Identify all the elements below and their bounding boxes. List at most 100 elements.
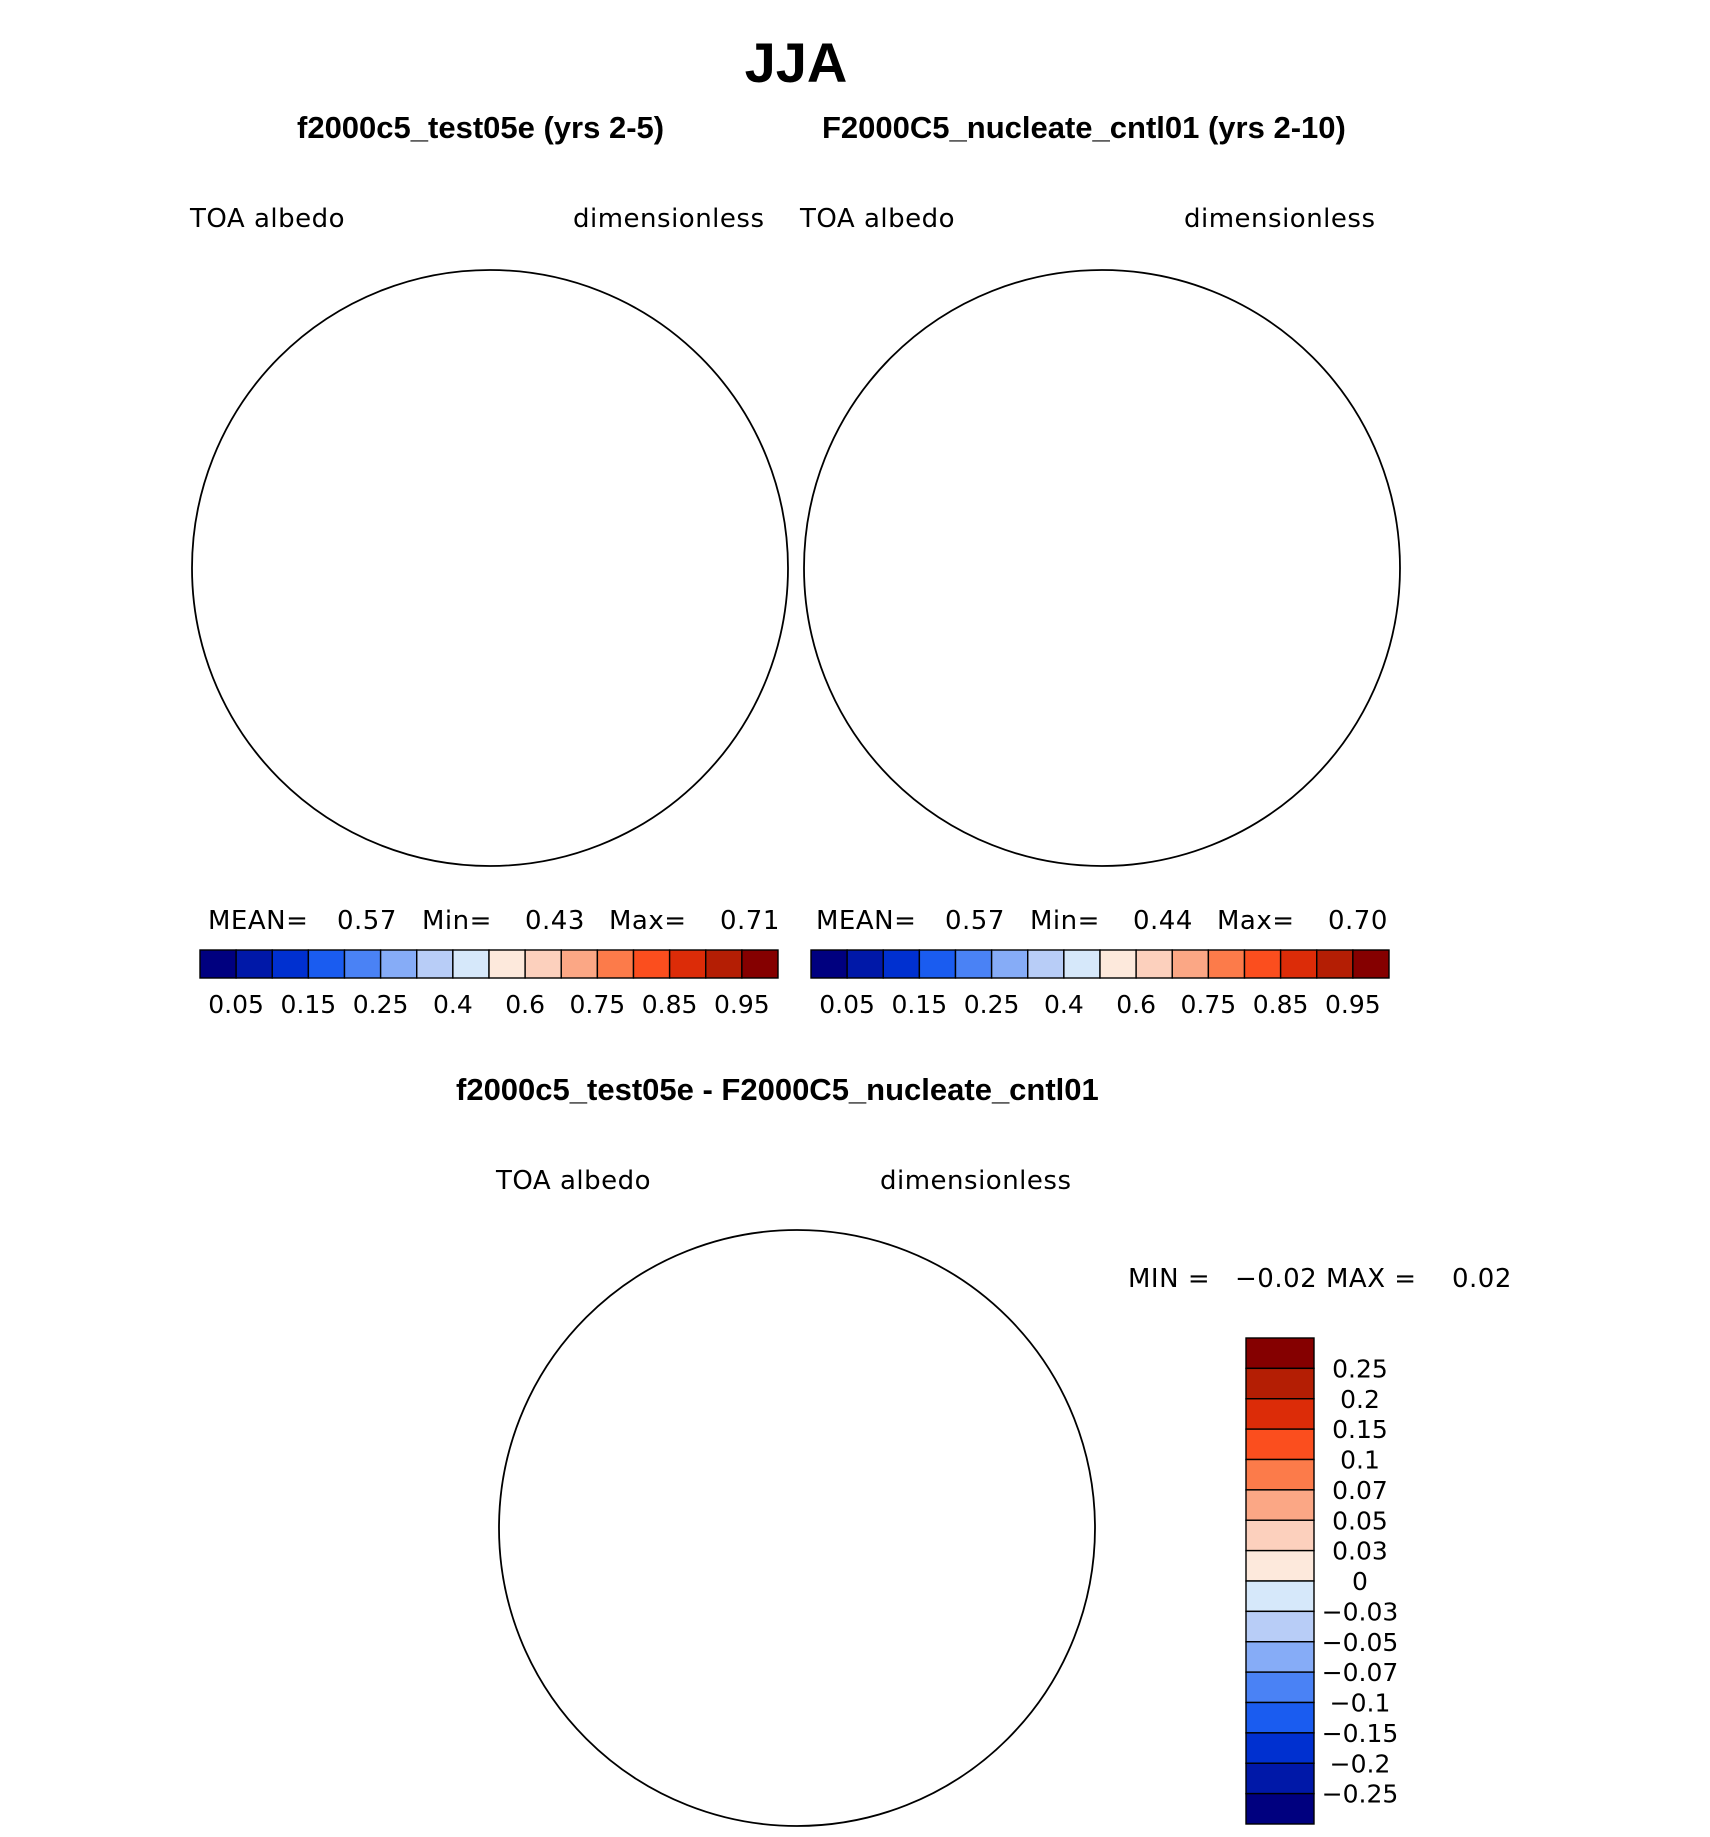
panel-2-band-mid xyxy=(844,323,1351,801)
panel-2-map-border xyxy=(803,269,1401,867)
panel-1-colorbar-label: 0.85 xyxy=(642,990,698,1019)
difference-colorbar-label: −0.03 xyxy=(1322,1597,1399,1626)
panel-1-ocean xyxy=(682,838,790,868)
panel-1-mean-label: MEAN= xyxy=(208,906,309,936)
difference-colorbar-label: 0.1 xyxy=(1340,1446,1380,1475)
panel-2-colorbar-label: 0.95 xyxy=(1325,990,1381,1019)
panel-1-peak-east xyxy=(598,448,642,490)
panel-2-colorbar-label: 0.15 xyxy=(892,990,948,1019)
difference-colorbar-label: 0.25 xyxy=(1332,1354,1388,1383)
panel-2-title: F2000C5_nucleate_cntl01 (yrs 2-10) xyxy=(822,110,1346,145)
difference-patch-north xyxy=(699,1353,984,1475)
difference-map-border xyxy=(498,1229,1096,1827)
panel-2-pole-ring xyxy=(1010,476,1194,660)
panel-1-colorbar-swatch xyxy=(199,949,237,979)
difference-colorbar-swatch xyxy=(1245,1519,1315,1552)
difference-colorbar-swatch xyxy=(1245,1792,1315,1825)
panel-2-colorbar-swatch xyxy=(1171,949,1210,979)
panel-2-band-light xyxy=(821,298,1373,829)
difference-colorbar-label: −0.15 xyxy=(1322,1719,1399,1748)
panel-1-coastline xyxy=(230,334,696,789)
difference-max-value: 0.02 xyxy=(1452,1264,1512,1294)
difference-colorbar-label: 0.15 xyxy=(1332,1415,1388,1444)
panel-1-colorbar-swatch xyxy=(524,949,562,979)
difference-patch-se xyxy=(977,1645,1075,1761)
difference-colorbar-swatch xyxy=(1245,1337,1315,1370)
panel-1-colorbar-label: 0.75 xyxy=(570,990,626,1019)
panel-1-peak-coast xyxy=(644,563,662,598)
difference-colorbar-swatch xyxy=(1245,1671,1315,1704)
panel-1-colorbar-swatch xyxy=(668,949,707,979)
difference-colorbar-swatch xyxy=(1245,1580,1315,1613)
panel-2-colorbar-label: 0.75 xyxy=(1181,990,1237,1019)
panel-1-colorbar-swatch xyxy=(235,949,273,979)
panel-1-min-value: 0.43 xyxy=(525,906,585,936)
panel-1-variable: TOA albedo xyxy=(190,204,346,234)
difference-patch-nw xyxy=(529,1272,852,1515)
difference-colorbar-label: 0.07 xyxy=(1332,1476,1388,1505)
difference-colorbar-label: −0.25 xyxy=(1322,1780,1399,1809)
panel-2-peak-east xyxy=(1212,450,1244,478)
panel-1-colorbar-swatch xyxy=(379,949,418,979)
panel-2-colorbar-swatch xyxy=(954,949,993,979)
panel-1-colorbar-swatch xyxy=(596,949,635,979)
panel-1-colorbar-swatch xyxy=(632,949,671,979)
panel-2-map xyxy=(802,268,1402,868)
difference-min-label: MIN = xyxy=(1128,1264,1211,1294)
panel-1-mean-value: 0.57 xyxy=(337,906,397,936)
difference-patch-sw xyxy=(527,1662,697,1796)
panel-2-colorbar-label: 0.4 xyxy=(1044,990,1084,1019)
panel-1-max-label: Max= xyxy=(609,906,687,936)
panel-2-colorbar-swatch xyxy=(990,949,1029,979)
panel-1-colorbar-label: 0.25 xyxy=(353,990,409,1019)
difference-variable: TOA albedo xyxy=(496,1166,652,1196)
panel-1-pole-ring xyxy=(398,476,582,660)
difference-colorbar-label: −0.07 xyxy=(1322,1658,1399,1687)
panel-2-ocean xyxy=(802,268,1402,868)
panel-2-colorbar-swatch xyxy=(918,949,957,979)
panel-2-variable: TOA albedo xyxy=(800,204,956,234)
difference-colorbar-swatch xyxy=(1245,1428,1315,1461)
panel-1-colorbar-swatch xyxy=(488,949,526,979)
panel-1-colorbar-label: 0.05 xyxy=(208,990,264,1019)
panel-2-mean-label: MEAN= xyxy=(816,906,917,936)
difference-patch-center-west xyxy=(662,1510,749,1602)
difference-patch-south xyxy=(696,1687,981,1789)
difference-colorbar-label: −0.05 xyxy=(1322,1628,1399,1657)
panel-1-band-light xyxy=(209,298,761,829)
difference-colorbar-swatch xyxy=(1245,1762,1315,1795)
difference-colorbar-label: −0.1 xyxy=(1330,1689,1391,1718)
panel-2-max-value: 0.70 xyxy=(1328,906,1388,936)
panel-1-band-mid xyxy=(232,323,739,801)
panel-2-colorbar-swatch xyxy=(1027,949,1065,979)
difference-colorbar-swatch xyxy=(1245,1701,1315,1734)
difference-min-value: −0.02 xyxy=(1235,1264,1318,1294)
difference-colorbar-label: −0.2 xyxy=(1330,1749,1391,1778)
difference-colorbar-swatch xyxy=(1245,1367,1315,1400)
panel-1-colorbar-label: 0.15 xyxy=(281,990,337,1019)
difference-colorbar-swatch xyxy=(1245,1398,1315,1430)
difference-ocean xyxy=(497,1228,1097,1828)
difference-colorbar-swatch xyxy=(1245,1610,1315,1643)
panel-1-colorbar-swatch xyxy=(741,949,779,979)
panel-2-mean-value: 0.57 xyxy=(945,906,1005,936)
panel-2-colorbar-swatch xyxy=(1279,949,1318,979)
panel-2-colorbar-swatch xyxy=(882,949,921,979)
figure-title: JJA xyxy=(744,31,848,94)
panel-1-pole-hole xyxy=(412,490,568,646)
panel-2-colorbar-swatch xyxy=(1207,949,1246,979)
panel-2-min-value: 0.44 xyxy=(1133,906,1193,936)
difference-colorbar-swatch xyxy=(1245,1732,1315,1764)
panel-2-colorbar-swatch xyxy=(1243,949,1282,979)
difference-colorbar-label: 0.2 xyxy=(1340,1385,1380,1414)
panel-2-colorbar-swatch xyxy=(1316,949,1354,979)
panel-1-units: dimensionless xyxy=(573,204,765,234)
difference-colorbar-label: 0.05 xyxy=(1332,1506,1388,1535)
difference-title: f2000c5_test05e - F2000C5_nucleate_cntl0… xyxy=(456,1072,1099,1107)
panel-1-max-value: 0.71 xyxy=(720,906,780,936)
panel-1-map xyxy=(209,298,790,868)
panel-1-title: f2000c5_test05e (yrs 2-5) xyxy=(297,110,665,145)
panel-1-map-border xyxy=(191,269,789,867)
panel-1-colorbar: 0.05 0.15 0.25 0.4 0.6 0.75 0.85 0.95 xyxy=(199,949,779,1019)
difference-colorbar-swatch xyxy=(1245,1641,1315,1673)
